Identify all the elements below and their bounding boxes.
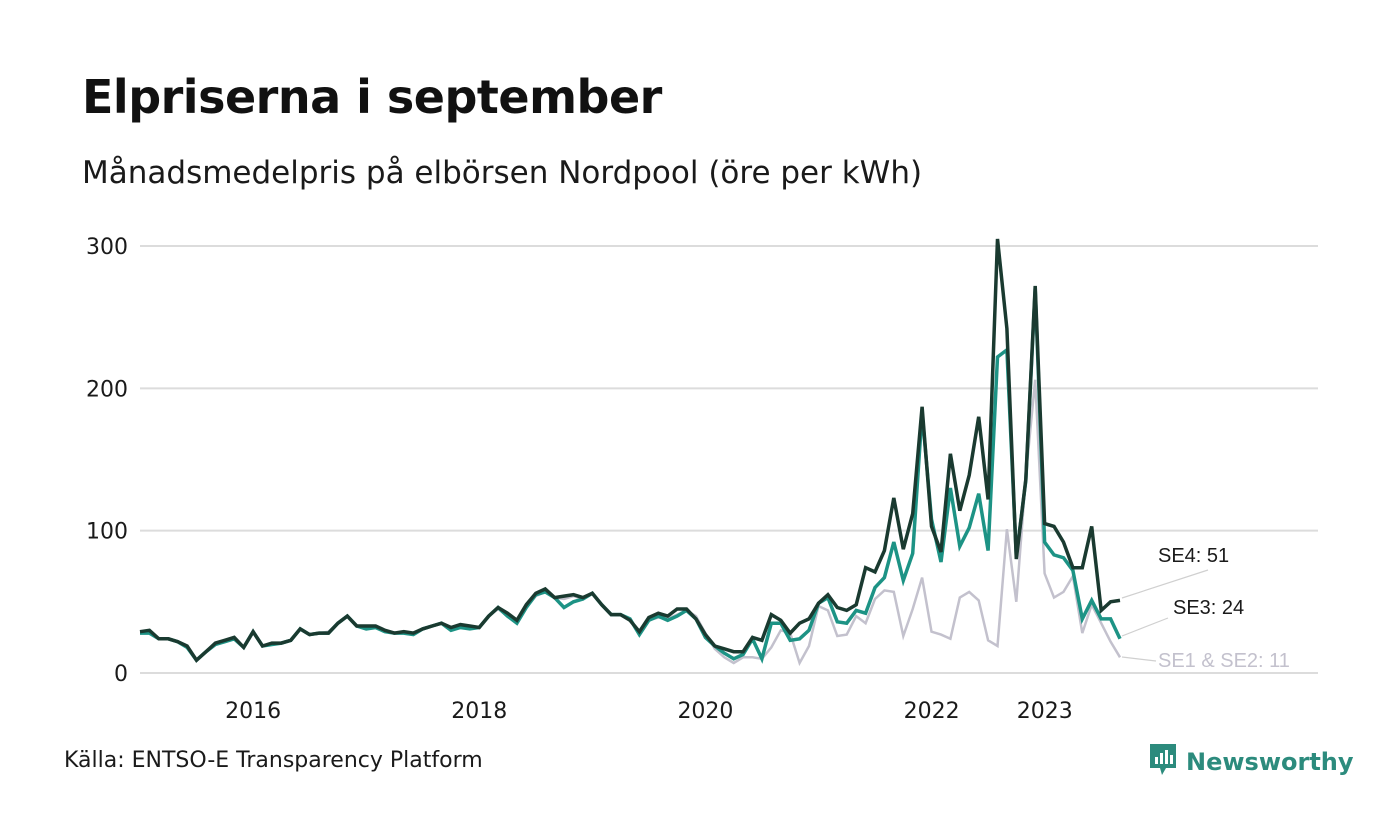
brand-name: Newsworthy [1186,748,1354,776]
x-tick-label: 2016 [225,699,281,724]
y-tick-label: 100 [86,520,128,545]
series-end-label: SE4: 51 [1158,545,1229,567]
series-line-se4 [139,238,1121,663]
y-tick-label: 300 [86,235,128,260]
series-end-label: SE1 & SE2: 11 [1158,650,1290,672]
x-tick-label: 2023 [1017,699,1073,724]
y-tick-label: 0 [114,662,128,687]
chart-title: Elpriserna i september [82,70,662,124]
x-tick-label: 2022 [904,699,960,724]
gridlines [140,245,1318,674]
label-leader-line [1121,656,1157,662]
x-axis-ticks: 2016 2018 2020 2022 2023 [225,699,1073,724]
series-line-se3 [140,288,1122,664]
x-tick-label: 2020 [677,699,733,724]
series-end-label: SE3: 24 [1173,597,1244,619]
y-tick-label: 200 [86,377,128,402]
brand-logo[interactable]: Newsworthy [1148,742,1354,782]
label-leader-line [1121,569,1209,599]
x-tick-label: 2018 [451,699,507,724]
series-lines [139,238,1122,667]
y-axis-ticks: 0 100 200 300 [86,235,128,687]
label-leader-line [1121,617,1169,637]
newsworthy-logo-icon [1148,742,1178,782]
series-end-labels: SE1 & SE2: 11 SE3: 24 SE4: 51 [1121,545,1290,672]
source-note: Källa: ENTSO-E Transparency Platform [64,748,483,773]
chart-subtitle: Månadsmedelpris på elbörsen Nordpool (ör… [82,155,923,191]
